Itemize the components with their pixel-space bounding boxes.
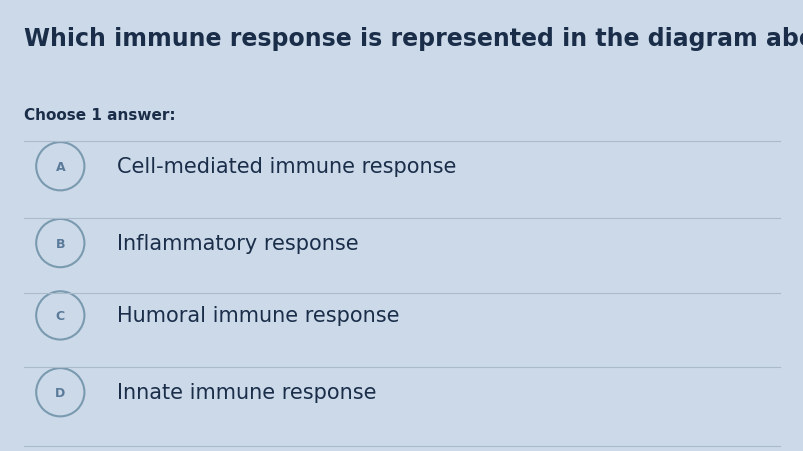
- Text: B: B: [55, 237, 65, 250]
- Text: Innate immune response: Innate immune response: [116, 382, 376, 402]
- Text: Which immune response is represented in the diagram above?: Which immune response is represented in …: [24, 27, 803, 51]
- Text: Inflammatory response: Inflammatory response: [116, 234, 358, 253]
- Text: D: D: [55, 386, 65, 399]
- Text: Cell-mediated immune response: Cell-mediated immune response: [116, 157, 455, 177]
- Text: Humoral immune response: Humoral immune response: [116, 306, 398, 326]
- Text: Choose 1 answer:: Choose 1 answer:: [24, 108, 176, 123]
- Text: A: A: [55, 161, 65, 173]
- Text: C: C: [55, 309, 65, 322]
